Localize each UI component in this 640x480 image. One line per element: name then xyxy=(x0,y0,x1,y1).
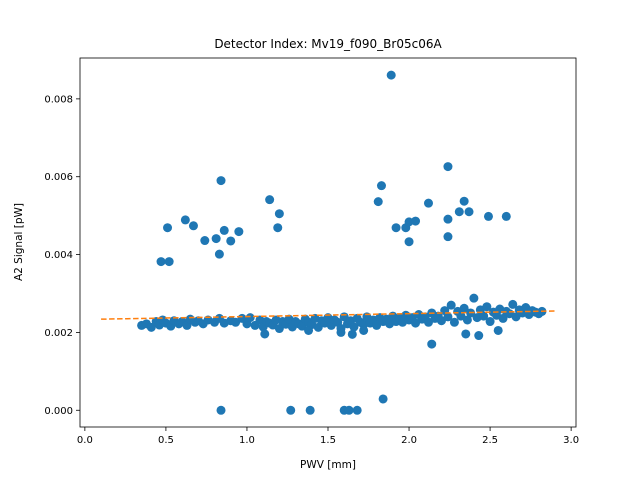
data-point xyxy=(443,232,453,242)
data-point xyxy=(391,223,401,233)
data-point xyxy=(376,181,386,191)
data-point xyxy=(446,300,456,310)
data-point xyxy=(286,405,296,415)
data-point xyxy=(454,207,464,217)
data-point xyxy=(214,249,224,259)
data-point xyxy=(216,405,226,415)
points-layer xyxy=(137,70,547,415)
data-point xyxy=(501,211,511,221)
y-tick-label: 0.008 xyxy=(44,94,73,105)
data-point xyxy=(349,322,359,332)
data-point xyxy=(347,329,357,339)
fit-layer xyxy=(101,310,555,320)
x-tick-label: 1.5 xyxy=(320,435,336,446)
data-point xyxy=(260,329,270,339)
chart-title: Detector Index: Mv19_f090_Br05c06A xyxy=(214,37,442,51)
data-point xyxy=(156,257,166,267)
data-point xyxy=(304,325,314,335)
data-point xyxy=(449,317,459,327)
data-point xyxy=(305,405,315,415)
data-point xyxy=(474,331,484,341)
data-point xyxy=(479,311,489,321)
data-point xyxy=(427,339,437,349)
data-point xyxy=(498,313,508,323)
data-point xyxy=(485,317,495,327)
data-point xyxy=(436,316,446,326)
data-point xyxy=(234,227,244,237)
data-point xyxy=(336,327,346,337)
data-point xyxy=(274,324,284,334)
y-tick-label: 0.002 xyxy=(44,328,73,339)
data-point xyxy=(423,317,433,327)
data-point xyxy=(226,236,236,246)
data-point xyxy=(443,312,453,322)
data-point xyxy=(297,321,307,331)
y-axis-title: A2 Signal [pW] xyxy=(13,203,25,281)
data-point xyxy=(200,236,210,246)
x-axis: 0.0 0.5 1.0 1.5 2.0 2.5 3.0 xyxy=(77,427,579,446)
data-point xyxy=(508,299,518,309)
data-point xyxy=(459,196,469,206)
x-tick-label: 0.5 xyxy=(158,435,174,446)
data-point xyxy=(461,329,471,339)
data-point xyxy=(386,70,396,80)
y-tick-label: 0.006 xyxy=(44,172,73,183)
data-point xyxy=(359,325,369,335)
data-point xyxy=(265,195,275,205)
data-point xyxy=(404,237,414,247)
data-point xyxy=(469,293,479,303)
data-point xyxy=(443,162,453,172)
data-point xyxy=(352,405,362,415)
data-point xyxy=(273,223,283,233)
data-point xyxy=(231,317,241,327)
data-point xyxy=(456,311,466,321)
x-tick-label: 2.5 xyxy=(482,435,498,446)
data-point xyxy=(493,325,503,335)
x-axis-title: PWV [mm] xyxy=(300,459,356,471)
data-point xyxy=(188,221,198,231)
data-point xyxy=(511,312,521,322)
data-point xyxy=(464,207,474,217)
data-point xyxy=(373,197,383,207)
fit-line xyxy=(101,310,555,320)
data-point xyxy=(180,215,190,225)
data-point xyxy=(245,313,255,323)
y-tick-label: 0.004 xyxy=(44,250,73,261)
x-tick-label: 1.0 xyxy=(239,435,255,446)
data-point xyxy=(443,214,453,224)
data-point xyxy=(164,257,174,267)
data-point xyxy=(423,198,433,208)
data-point xyxy=(274,209,284,219)
data-point xyxy=(372,320,382,330)
data-point xyxy=(482,302,492,312)
x-tick-label: 2.0 xyxy=(401,435,417,446)
data-point xyxy=(216,176,226,186)
y-axis: 0.000 0.002 0.004 0.006 0.008 xyxy=(44,94,80,417)
data-point xyxy=(344,405,354,415)
data-point xyxy=(459,303,469,313)
x-tick-label: 3.0 xyxy=(563,435,579,446)
y-tick-label: 0.000 xyxy=(44,406,73,417)
data-point xyxy=(163,223,173,233)
data-point xyxy=(411,216,421,226)
data-point xyxy=(462,315,472,325)
x-tick-label: 0.0 xyxy=(77,435,93,446)
data-point xyxy=(483,211,493,221)
data-point xyxy=(411,318,421,328)
data-point xyxy=(211,234,221,244)
data-point xyxy=(378,394,388,404)
data-point xyxy=(219,225,229,235)
